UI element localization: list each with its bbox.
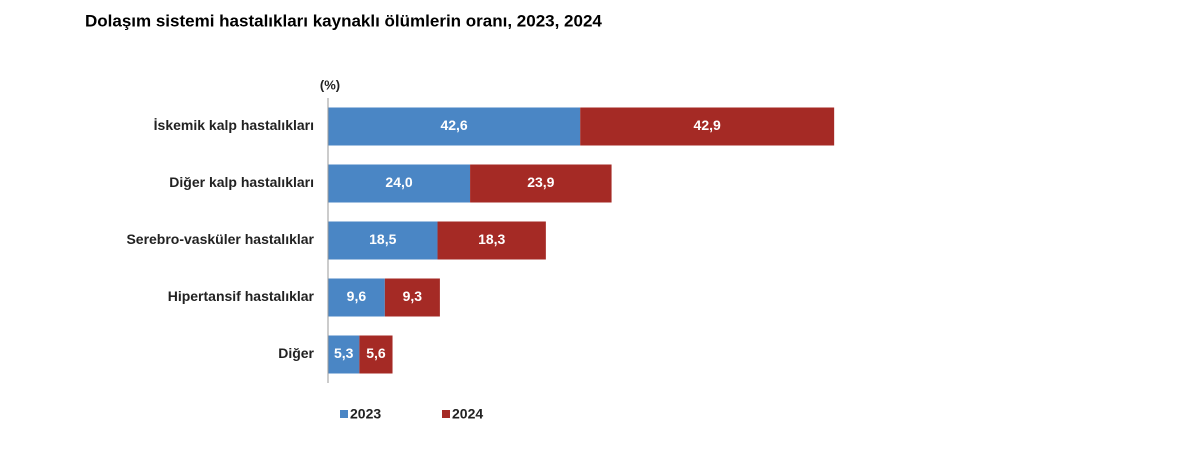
value-label: 5,6 [366, 345, 386, 361]
unit-label: (%) [320, 77, 340, 92]
legend-swatch [442, 410, 450, 418]
bar-segment [359, 335, 393, 374]
value-label: 42,9 [694, 117, 721, 133]
bar-segment [328, 278, 385, 317]
category-label: İskemik kalp hastalıkları [154, 117, 314, 133]
bar-segment [328, 221, 438, 260]
bar-segment [328, 107, 581, 146]
value-label: 42,6 [440, 117, 467, 133]
value-label: 23,9 [527, 174, 554, 190]
bar-segment [328, 335, 360, 374]
bar-segment [580, 107, 835, 146]
value-label: 9,3 [403, 288, 423, 304]
legend-label: 2023 [350, 406, 381, 422]
bar-segment [384, 278, 440, 317]
category-label: Diğer [278, 345, 314, 361]
bar-segment [328, 164, 471, 203]
value-label: 9,6 [347, 288, 367, 304]
category-label: Diğer kalp hastalıkları [169, 174, 314, 190]
category-label: Hipertansif hastalıklar [168, 288, 315, 304]
bar-segment [437, 221, 546, 260]
legend-swatch [340, 410, 348, 418]
bar-segment [470, 164, 612, 203]
value-label: 24,0 [385, 174, 412, 190]
value-label: 18,3 [478, 231, 505, 247]
chart-title: Dolaşım sistemi hastalıkları kaynaklı öl… [85, 11, 602, 30]
value-label: 5,3 [334, 345, 354, 361]
legend-label: 2024 [452, 406, 483, 422]
value-label: 18,5 [369, 231, 396, 247]
category-label: Serebro-vasküler hastalıklar [126, 231, 314, 247]
